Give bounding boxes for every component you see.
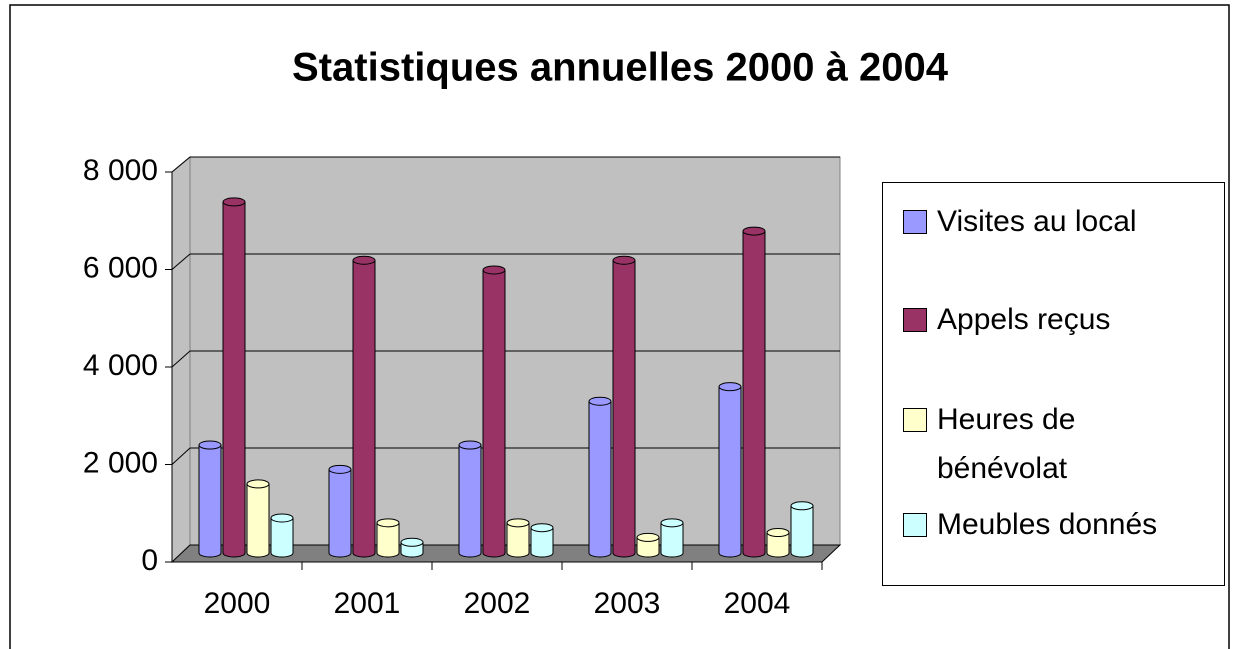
bar-part <box>459 445 481 553</box>
bar-part <box>719 386 741 553</box>
bar-part <box>589 401 611 553</box>
bar-part <box>661 522 683 553</box>
bar-part <box>199 445 221 553</box>
legend-entry: Visites au local <box>903 197 1203 246</box>
legend-label: Heures de bénévolat <box>937 403 1076 485</box>
bar-part <box>352 255 376 265</box>
bar <box>482 265 506 558</box>
bar-part <box>328 464 352 474</box>
y-tick-label: 6 000 <box>83 251 158 284</box>
legend-label: Appels reçus <box>937 303 1111 336</box>
bar-part <box>458 440 482 450</box>
legend-label: Meubles donnés <box>937 508 1158 541</box>
bar-part <box>247 483 269 553</box>
bar <box>376 518 400 558</box>
x-tick-label: 2001 <box>334 587 401 620</box>
bar-part <box>353 260 375 553</box>
chart-frame <box>9 4 1230 649</box>
bar-part <box>246 479 270 489</box>
legend-entry: Heures de bénévolat <box>903 395 1203 493</box>
bar <box>506 518 530 558</box>
bar <box>458 440 482 558</box>
bar-part <box>613 260 635 553</box>
bar-part <box>612 255 636 265</box>
grid-line <box>171 447 191 465</box>
bar <box>352 255 376 558</box>
bar-part <box>718 382 742 392</box>
bar-part <box>329 469 351 553</box>
bar-part <box>223 201 245 553</box>
y-tick-label: 4 000 <box>83 349 158 382</box>
x-tick-label: 2002 <box>464 587 531 620</box>
bar-part <box>742 226 766 236</box>
bar <box>718 382 742 558</box>
legend: Visites au local Appels reçus Heures de bé… <box>882 182 1225 586</box>
x-tick-label: 2003 <box>594 587 661 620</box>
bar-part <box>271 517 293 553</box>
bar <box>222 197 246 558</box>
bar-part <box>401 542 423 553</box>
legend-swatch <box>903 513 927 537</box>
bar-part <box>270 513 294 523</box>
legend-swatch <box>903 308 927 332</box>
bar-part <box>791 505 813 553</box>
bar-part <box>660 518 684 528</box>
bar <box>790 501 814 558</box>
bar <box>612 255 636 558</box>
bar-part <box>790 501 814 511</box>
legend-swatch <box>903 210 927 234</box>
bar-part <box>483 269 505 553</box>
bar-part <box>766 528 790 538</box>
chart-title: Statistiques annuelles 2000 à 2004 <box>292 46 949 90</box>
bar-part <box>531 527 553 553</box>
x-tick-label: 2000 <box>204 587 271 620</box>
bar-part <box>376 518 400 528</box>
bar <box>742 226 766 558</box>
bar-part <box>506 518 530 528</box>
legend-entry: Meubles donnés <box>903 500 1203 549</box>
bar-part <box>636 532 660 542</box>
y-tick-label: 0 <box>141 544 158 577</box>
bar-part <box>767 532 789 553</box>
legend-swatch <box>903 408 927 432</box>
bar <box>530 523 554 558</box>
bar <box>636 532 660 558</box>
bar <box>660 518 684 558</box>
bar-part <box>377 522 399 553</box>
grid-line <box>171 156 191 173</box>
bar <box>246 479 270 558</box>
bar-part <box>588 396 612 406</box>
y-tick-label: 2 000 <box>83 446 158 479</box>
bar-part <box>222 197 246 207</box>
grid-line <box>171 350 191 368</box>
bar <box>270 513 294 558</box>
bar-part <box>743 231 765 553</box>
x-tick-label: 2004 <box>724 587 791 620</box>
bar-part <box>482 265 506 275</box>
legend-entry: Appels reçus <box>903 295 1203 344</box>
bar-part <box>530 523 554 533</box>
legend-label: Visites au local <box>937 205 1137 238</box>
bar-part <box>507 522 529 553</box>
bar <box>400 537 424 558</box>
bar <box>198 440 222 558</box>
bar-part <box>400 537 424 547</box>
grid-line <box>171 253 191 270</box>
bar <box>588 396 612 558</box>
bar <box>766 528 790 558</box>
bar-part <box>198 440 222 450</box>
y-tick-label: 8 000 <box>83 154 158 187</box>
bar <box>328 464 352 558</box>
